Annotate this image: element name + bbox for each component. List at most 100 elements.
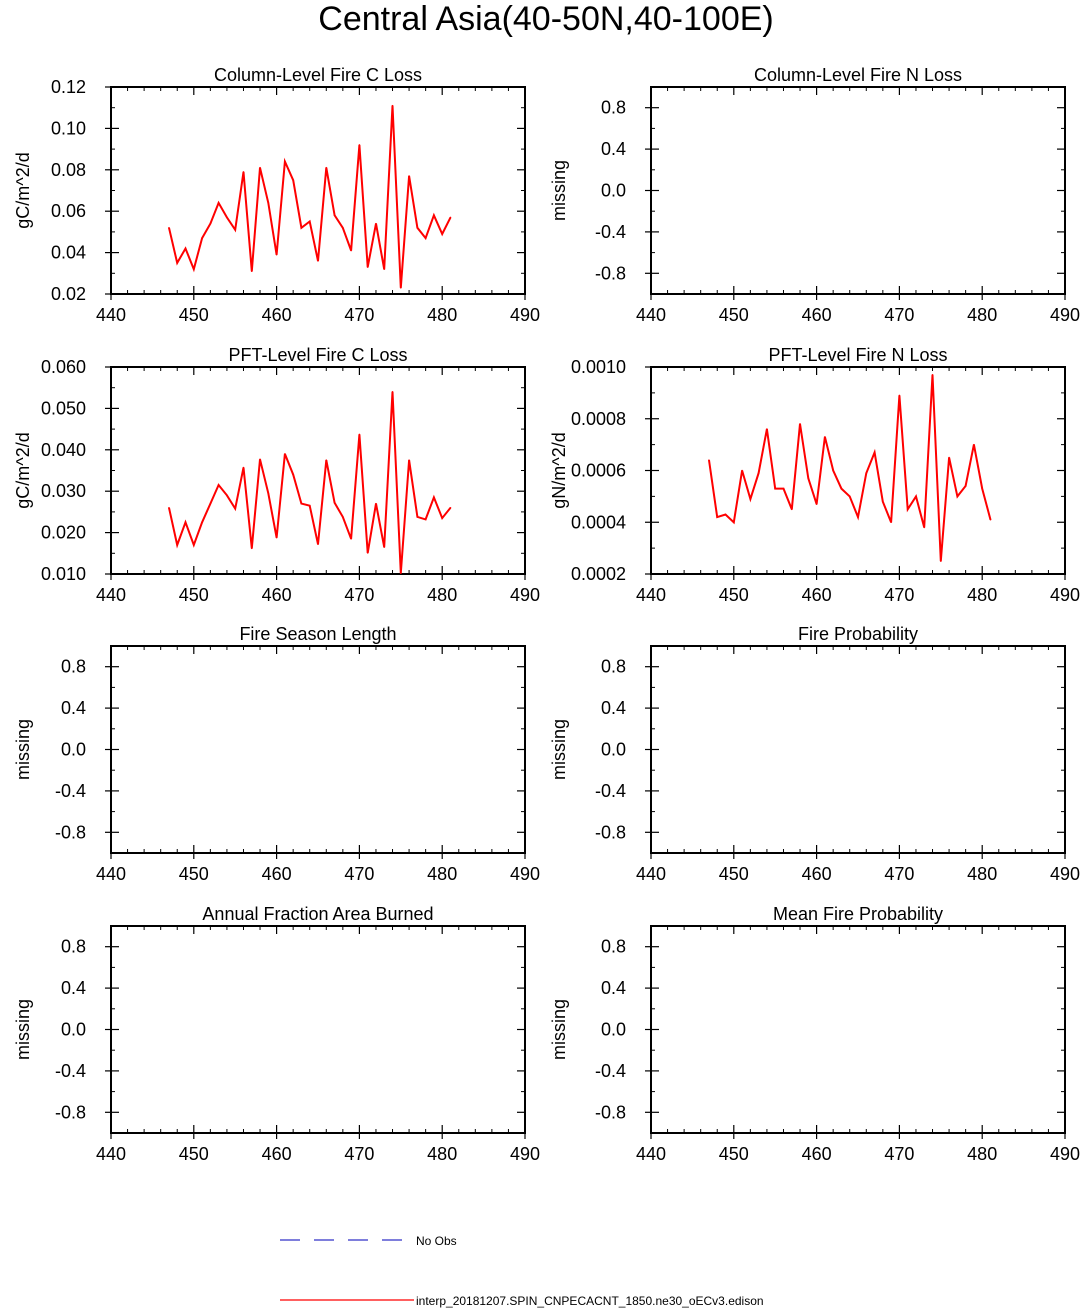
y-tick-label: 0.040 (41, 440, 86, 460)
data-point (391, 104, 394, 107)
y-tick-label: 0.10 (51, 118, 86, 138)
y-tick-label: 0.0 (601, 181, 626, 201)
data-point (267, 492, 270, 495)
y-tick-label: 0.12 (51, 77, 86, 97)
y-tick-label: 0.4 (61, 698, 86, 718)
data-point (400, 286, 402, 289)
data-point (383, 268, 386, 270)
x-tick-label: 480 (967, 864, 997, 884)
series-line (708, 374, 992, 562)
data-point (931, 373, 934, 376)
x-tick-label: 440 (636, 305, 666, 325)
data-point (782, 487, 785, 490)
data-point (209, 502, 212, 505)
y-axis-label: gN/m^2/d (549, 432, 569, 508)
data-point (840, 487, 843, 490)
data-point (317, 543, 319, 545)
x-tick-label: 440 (636, 864, 666, 884)
data-point (989, 518, 992, 521)
y-tick-label: -0.4 (595, 1061, 626, 1081)
data-point (449, 506, 452, 509)
y-tick-label: -0.8 (55, 1102, 86, 1122)
data-point (267, 202, 270, 204)
x-tick-label: 490 (1050, 585, 1080, 605)
data-point (724, 513, 727, 516)
data-point (824, 436, 826, 438)
data-point (242, 466, 245, 469)
data-point (408, 175, 410, 177)
data-point (973, 443, 975, 446)
data-point (366, 552, 369, 554)
data-point (433, 214, 435, 217)
data-point (342, 226, 344, 229)
legend-model-label: interp_20181207.SPIN_CNPECACNT_1850.ne30… (416, 1294, 764, 1308)
x-tick-label: 480 (427, 1144, 457, 1164)
data-point (375, 222, 377, 225)
y-axis-label: missing (549, 999, 569, 1060)
x-tick-label: 470 (344, 585, 374, 605)
data-point (733, 521, 735, 524)
x-tick-label: 490 (1050, 864, 1080, 884)
x-tick-label: 440 (636, 585, 666, 605)
y-tick-label: -0.8 (595, 822, 626, 842)
data-point (184, 521, 187, 524)
data-point (708, 459, 710, 461)
y-tick-label: 0.4 (61, 978, 86, 998)
data-point (424, 237, 427, 239)
legend: No Obs interp_20181207.SPIN_CNPECACNT_18… (280, 1234, 764, 1308)
data-point (774, 487, 776, 490)
plot-frame (110, 86, 526, 295)
y-tick-label: 0.0006 (571, 461, 626, 481)
data-point (358, 433, 361, 436)
y-tick-label: 0.06 (51, 201, 86, 221)
data-point (176, 262, 179, 264)
x-tick-label: 450 (719, 305, 749, 325)
y-tick-label: -0.4 (595, 222, 626, 242)
y-tick-label: 0.0004 (571, 512, 626, 532)
y-tick-label: 0.8 (61, 657, 86, 677)
data-point (325, 459, 328, 461)
data-point (408, 459, 410, 461)
panel-3: PFT-Level Fire N Loss 440 450 460 470 480 490 0… (549, 345, 1080, 605)
data-point (350, 538, 352, 540)
data-point (441, 517, 444, 519)
data-point (766, 428, 768, 430)
y-tick-label: 0.0008 (571, 409, 626, 429)
data-point (391, 391, 394, 393)
y-axis-label: missing (13, 719, 33, 780)
panel-title: PFT-Level Fire N Loss (768, 345, 947, 365)
x-tick-label: 450 (719, 585, 749, 605)
data-point (259, 166, 261, 169)
x-tick-label: 470 (884, 1144, 914, 1164)
x-tick-label: 440 (96, 585, 126, 605)
x-tick-label: 470 (344, 864, 374, 884)
data-point (940, 560, 942, 562)
x-tick-label: 450 (179, 864, 209, 884)
data-point (242, 171, 245, 173)
x-tick-label: 490 (1050, 1144, 1080, 1164)
x-tick-label: 480 (967, 305, 997, 325)
series-line (168, 105, 452, 288)
panel-title: Fire Probability (798, 624, 918, 644)
data-point (333, 214, 336, 217)
y-axis-label: gC/m^2/d (13, 152, 33, 228)
x-tick-label: 460 (802, 1144, 832, 1164)
panel-1: Column-Level Fire N Loss 440 450 460 470 480 4… (549, 65, 1080, 325)
data-point (898, 394, 901, 397)
data-point (300, 502, 303, 505)
y-tick-label: -0.8 (595, 1102, 626, 1122)
y-tick-label: 0.050 (41, 398, 86, 418)
data-point (275, 253, 278, 256)
y-tick-label: 0.8 (61, 937, 86, 957)
data-point (424, 518, 427, 521)
data-point (375, 502, 377, 505)
data-point (226, 216, 228, 219)
data-point (890, 521, 892, 524)
y-tick-label: 0.08 (51, 160, 86, 180)
data-point (807, 477, 810, 480)
plot-frame (110, 925, 526, 1134)
y-tick-label: -0.8 (55, 822, 86, 842)
plot-frame (650, 366, 1066, 575)
y-axis-label: missing (13, 999, 33, 1060)
data-point (358, 144, 361, 146)
